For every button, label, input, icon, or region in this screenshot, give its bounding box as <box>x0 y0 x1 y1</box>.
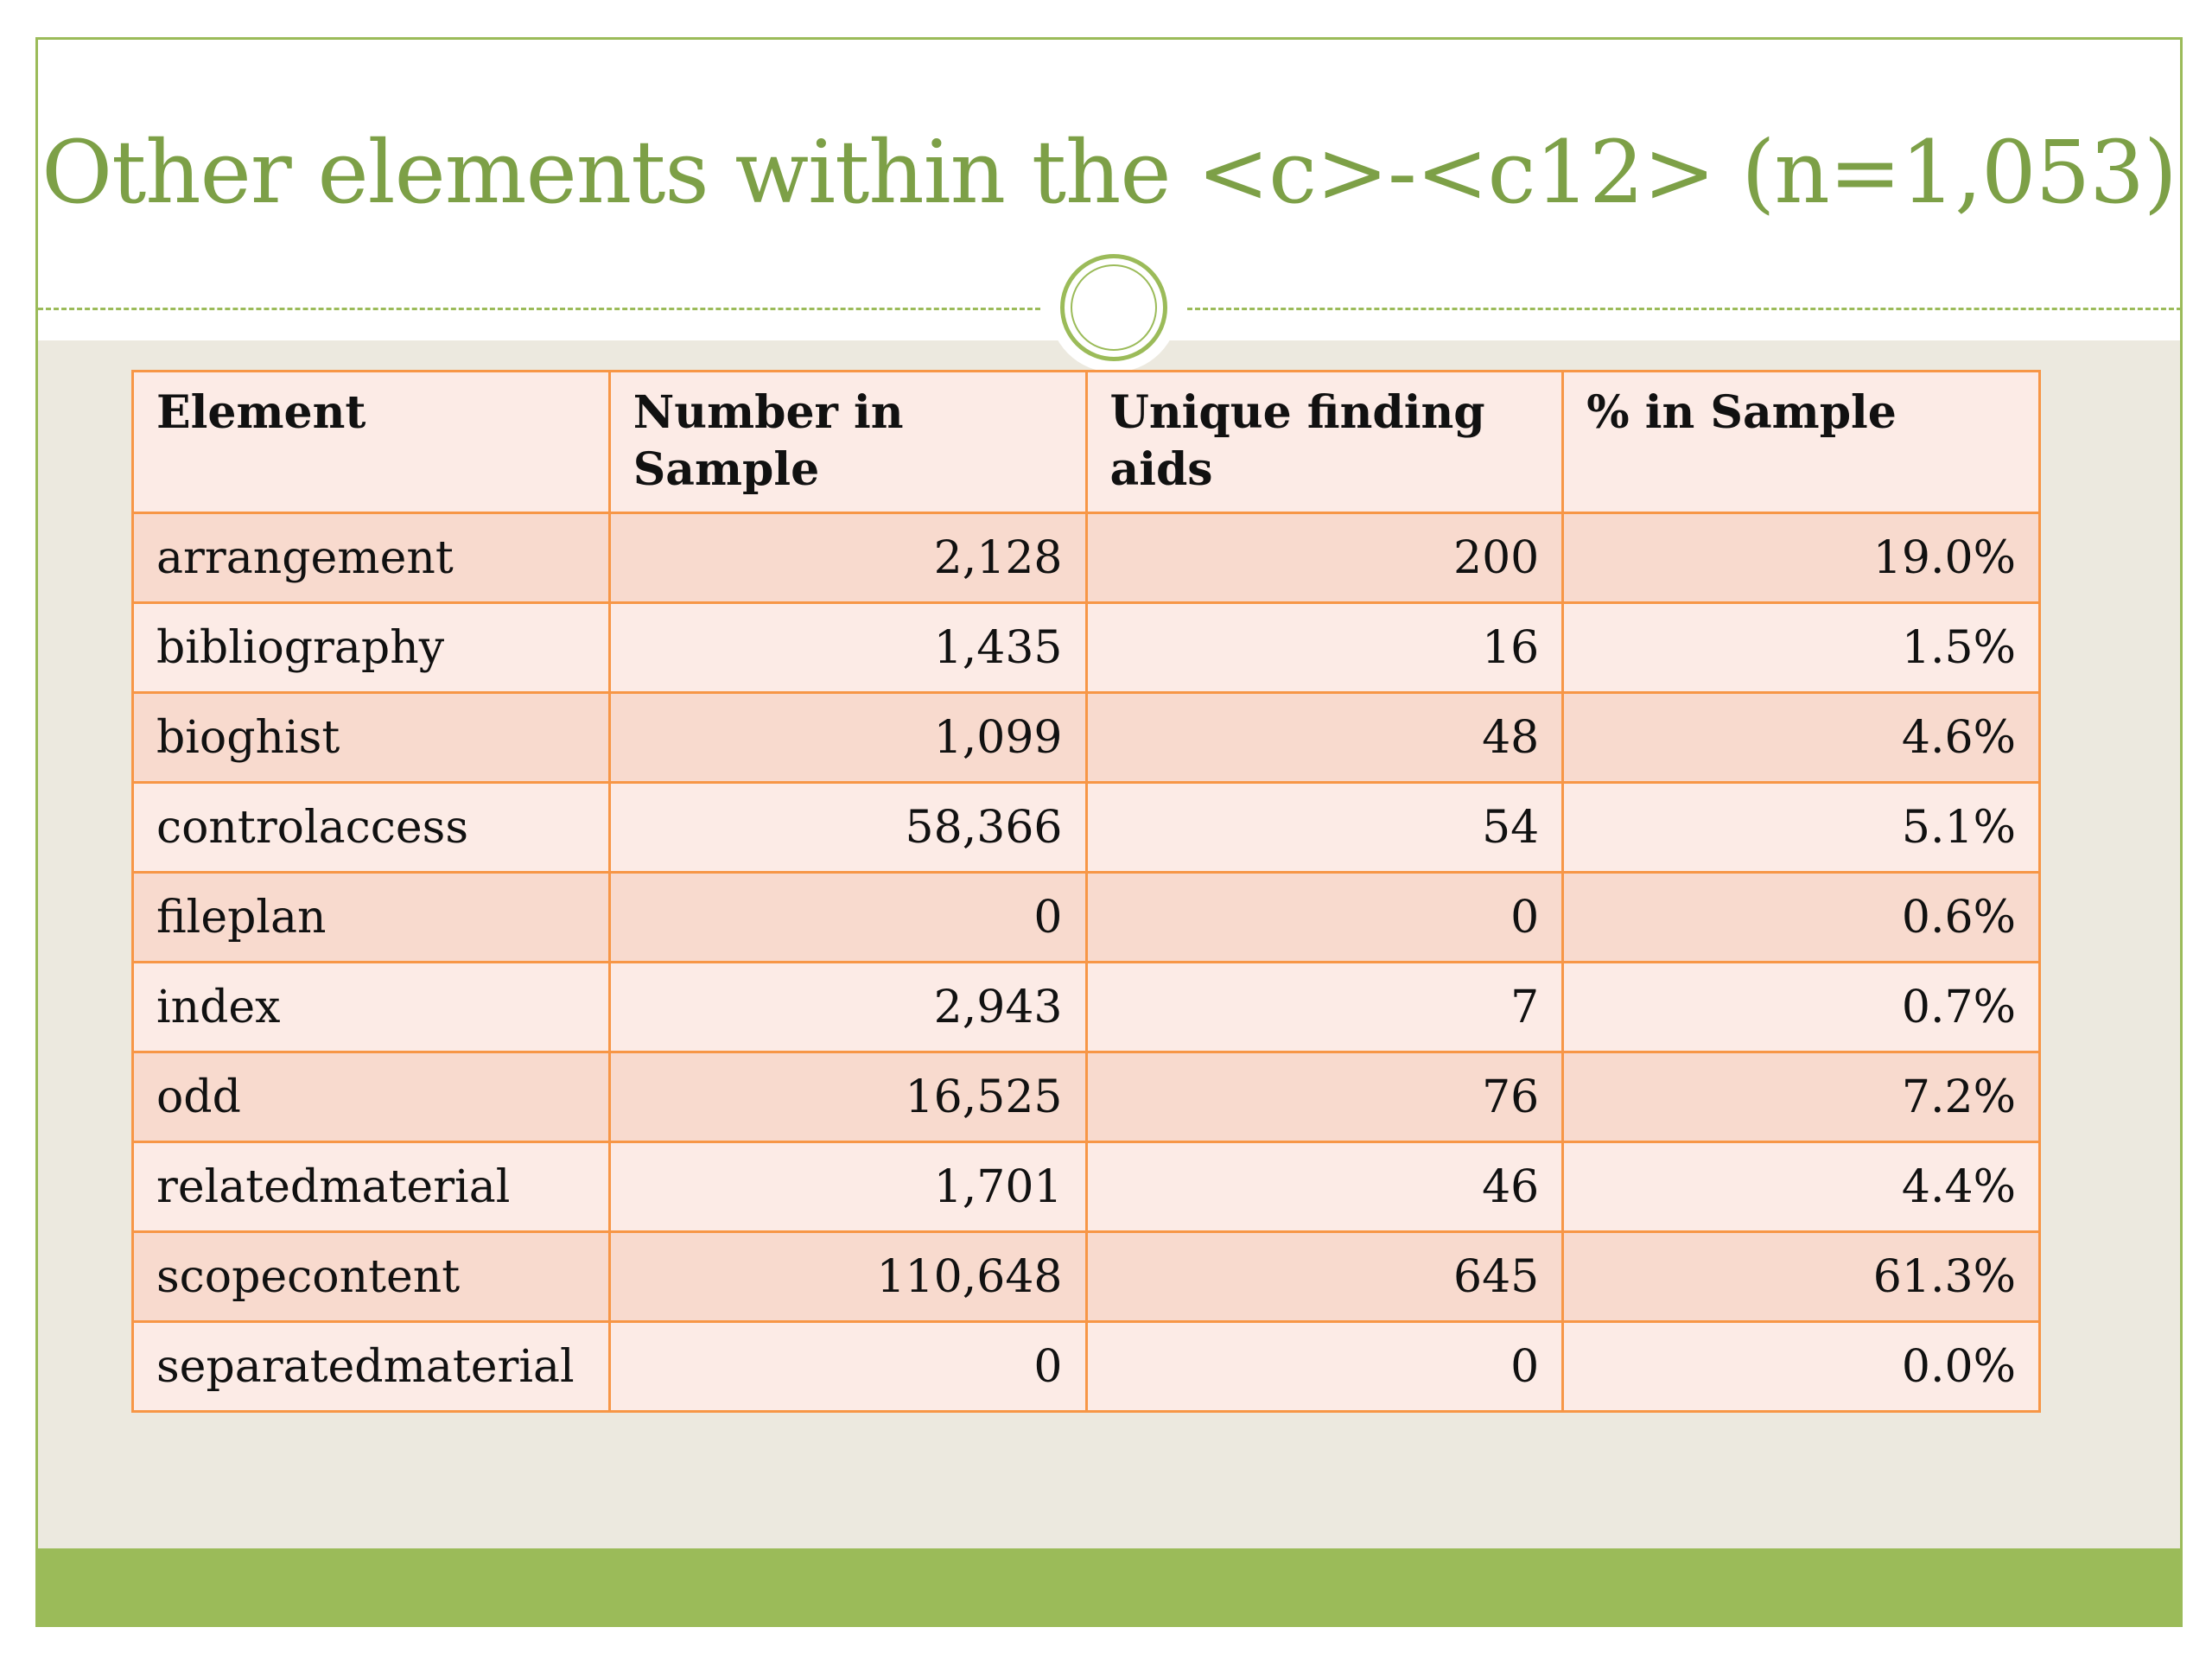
cell-element: relatedmaterial <box>131 1141 611 1233</box>
table-row: index 2,943 7 0.7% <box>131 961 2041 1053</box>
cell-percent-in-sample: 0.0% <box>1561 1320 2041 1413</box>
cell-number-in-sample: 2,943 <box>607 961 1088 1053</box>
cell-unique-finding-aids: 76 <box>1084 1051 1565 1143</box>
cell-element: bibliography <box>131 601 611 694</box>
cell-percent-in-sample: 0.7% <box>1561 961 2041 1053</box>
cell-percent-in-sample: 5.1% <box>1561 781 2041 874</box>
slide-title: Other elements within the <c>-<c12> (n=1… <box>41 122 2177 223</box>
cell-unique-finding-aids: 54 <box>1084 781 1565 874</box>
slide: Other elements within the <c>-<c12> (n=1… <box>35 37 2183 1627</box>
cell-number-in-sample: 2,128 <box>607 512 1088 604</box>
cell-percent-in-sample: 4.4% <box>1561 1141 2041 1233</box>
cell-number-in-sample: 1,435 <box>607 601 1088 694</box>
cell-unique-finding-aids: 645 <box>1084 1230 1565 1323</box>
circle-ornament-icon <box>1060 254 1167 361</box>
table-row: arrangement 2,128 200 19.0% <box>131 512 2041 604</box>
header-percent-in-sample: % in Sample <box>1561 370 2041 514</box>
cell-element: arrangement <box>131 512 611 604</box>
header-unique-finding-aids: Unique finding aids <box>1084 370 1565 514</box>
cell-unique-finding-aids: 0 <box>1084 1320 1565 1413</box>
table-row: controlaccess 58,366 54 5.1% <box>131 781 2041 874</box>
cell-element: separatedmaterial <box>131 1320 611 1413</box>
cell-unique-finding-aids: 200 <box>1084 512 1565 604</box>
cell-number-in-sample: 1,701 <box>607 1141 1088 1233</box>
footer-bar <box>38 1548 2180 1624</box>
cell-element: odd <box>131 1051 611 1143</box>
cell-element: bioghist <box>131 691 611 784</box>
cell-number-in-sample: 110,648 <box>607 1230 1088 1323</box>
cell-unique-finding-aids: 46 <box>1084 1141 1565 1233</box>
cell-percent-in-sample: 19.0% <box>1561 512 2041 604</box>
header-element: Element <box>131 370 611 514</box>
cell-percent-in-sample: 7.2% <box>1561 1051 2041 1143</box>
table-row: odd 16,525 76 7.2% <box>131 1051 2041 1143</box>
cell-number-in-sample: 0 <box>607 871 1088 963</box>
cell-unique-finding-aids: 48 <box>1084 691 1565 784</box>
cell-element: fileplan <box>131 871 611 963</box>
cell-number-in-sample: 1,099 <box>607 691 1088 784</box>
cell-percent-in-sample: 1.5% <box>1561 601 2041 694</box>
cell-element: scopecontent <box>131 1230 611 1323</box>
cell-element: index <box>131 961 611 1053</box>
cell-percent-in-sample: 0.6% <box>1561 871 2041 963</box>
table-header-row: Element Number in Sample Unique finding … <box>131 370 2041 514</box>
title-divider-right <box>1187 308 2180 310</box>
cell-unique-finding-aids: 0 <box>1084 871 1565 963</box>
cell-number-in-sample: 58,366 <box>607 781 1088 874</box>
table-row: fileplan 0 0 0.6% <box>131 871 2041 963</box>
table-row: bioghist 1,099 48 4.6% <box>131 691 2041 784</box>
table-row: relatedmaterial 1,701 46 4.4% <box>131 1141 2041 1233</box>
cell-unique-finding-aids: 16 <box>1084 601 1565 694</box>
elements-table: Element Number in Sample Unique finding … <box>131 370 2041 1413</box>
table-row: scopecontent 110,648 645 61.3% <box>131 1230 2041 1323</box>
cell-percent-in-sample: 61.3% <box>1561 1230 2041 1323</box>
table-row: bibliography 1,435 16 1.5% <box>131 601 2041 694</box>
cell-element: controlaccess <box>131 781 611 874</box>
table-row: separatedmaterial 0 0 0.0% <box>131 1320 2041 1413</box>
title-divider-left <box>38 308 1040 310</box>
header-number-in-sample: Number in Sample <box>607 370 1088 514</box>
cell-percent-in-sample: 4.6% <box>1561 691 2041 784</box>
cell-number-in-sample: 0 <box>607 1320 1088 1413</box>
cell-unique-finding-aids: 7 <box>1084 961 1565 1053</box>
cell-number-in-sample: 16,525 <box>607 1051 1088 1143</box>
